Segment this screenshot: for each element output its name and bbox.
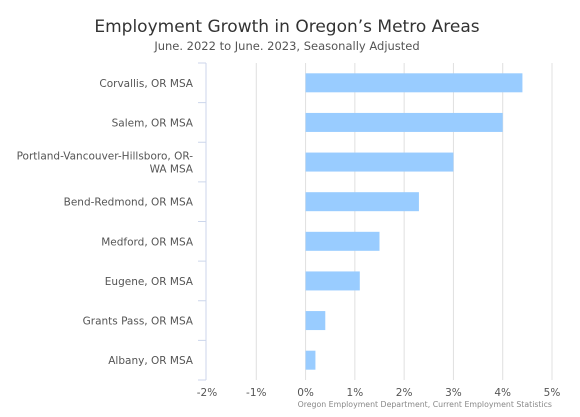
value-axis-ticks: -2% -1% 0% 1% 2% 3% 4% 5%	[197, 387, 561, 399]
source-credit: Oregon Employment Department, Current Em…	[298, 400, 552, 409]
category-label: Grants Pass, OR MSA	[83, 316, 194, 328]
bar	[305, 112, 503, 132]
bar	[305, 192, 419, 212]
x-tick-label: 4%	[494, 387, 511, 399]
x-tick-label: 1%	[347, 387, 364, 399]
chart-subtitle: June. 2022 to June. 2023, Seasonally Adj…	[153, 39, 419, 53]
x-tick-label: 0%	[297, 387, 314, 399]
x-tick-label: 3%	[445, 387, 462, 399]
bar	[305, 350, 316, 370]
grid-lines	[255, 63, 553, 380]
bars	[305, 73, 523, 370]
bar	[305, 271, 360, 291]
x-tick-label: 5%	[544, 387, 561, 399]
bar	[305, 231, 380, 251]
chart-title: Employment Growth in Oregon’s Metro Area…	[94, 17, 479, 37]
bar	[305, 73, 523, 93]
category-label: Eugene, OR MSA	[105, 276, 194, 288]
x-tick-label: -2%	[197, 387, 217, 399]
category-labels: Corvallis, OR MSA Salem, OR MSA Portland-V…	[17, 78, 194, 367]
category-label: Portland-Vancouver-Hillsboro, OR-WA MSA	[17, 151, 194, 176]
x-tick-label: -1%	[246, 387, 266, 399]
category-label: Bend-Redmond, OR MSA	[64, 197, 194, 209]
category-label: Salem, OR MSA	[112, 117, 194, 129]
category-label: Corvallis, OR MSA	[99, 78, 193, 90]
category-label: Medford, OR MSA	[101, 236, 194, 248]
category-axis	[198, 62, 207, 381]
bar	[305, 311, 326, 331]
bar	[305, 152, 454, 172]
category-label: Albany, OR MSA	[108, 355, 194, 367]
x-tick-label: 2%	[396, 387, 413, 399]
